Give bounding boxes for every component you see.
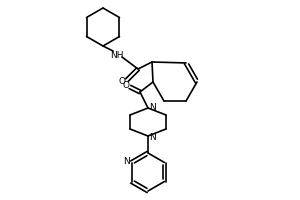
Text: NH: NH	[110, 50, 124, 60]
Text: N: N	[123, 157, 130, 166]
Text: N: N	[148, 102, 155, 112]
Text: N: N	[148, 132, 155, 142]
Text: O: O	[122, 82, 130, 90]
Text: O: O	[118, 77, 125, 86]
